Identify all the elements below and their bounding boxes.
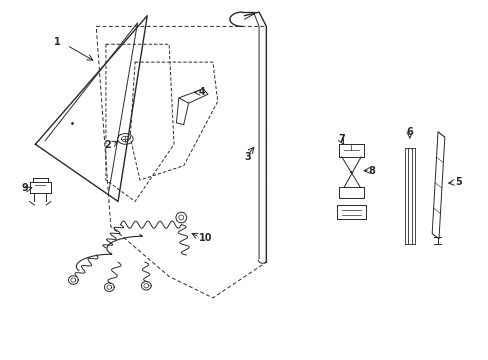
Text: 2: 2 [104,140,111,150]
Text: 6: 6 [406,127,412,137]
Text: 5: 5 [454,177,461,187]
Text: 9: 9 [21,183,28,193]
Text: 7: 7 [338,134,345,144]
Text: 4: 4 [198,87,204,98]
Text: 3: 3 [244,152,250,162]
Text: 8: 8 [367,166,375,176]
Text: 10: 10 [199,233,212,243]
Text: 1: 1 [54,37,61,48]
